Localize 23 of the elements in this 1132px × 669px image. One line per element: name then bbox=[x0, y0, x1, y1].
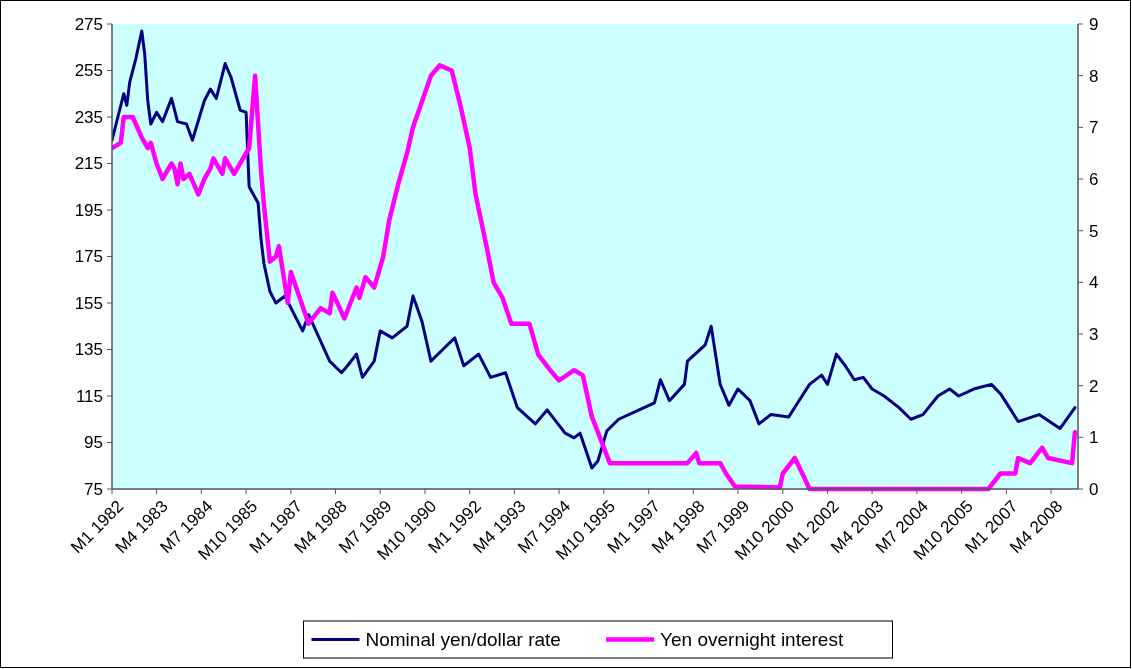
y-tick-label: 235 bbox=[74, 107, 103, 127]
y2-tick-label: 1 bbox=[1089, 428, 1099, 448]
y2-tick-label: 6 bbox=[1089, 169, 1099, 189]
y2-tick-label: 0 bbox=[1089, 479, 1099, 499]
y-tick-label: 255 bbox=[74, 61, 103, 81]
y-tick-label: 95 bbox=[84, 433, 103, 453]
y2-tick-label: 7 bbox=[1089, 118, 1099, 138]
y2-tick-label: 9 bbox=[1089, 14, 1099, 34]
y-tick-label: 135 bbox=[74, 340, 103, 360]
legend-label: Yen overnight interest bbox=[660, 629, 844, 651]
y2-tick-label: 2 bbox=[1089, 376, 1099, 396]
legend-label: Nominal yen/dollar rate bbox=[365, 629, 561, 651]
y-tick-label: 215 bbox=[74, 154, 103, 174]
y2-tick-label: 3 bbox=[1089, 324, 1099, 344]
y-tick-label: 75 bbox=[84, 479, 103, 499]
y2-tick-label: 5 bbox=[1089, 221, 1099, 241]
y-tick-label: 115 bbox=[75, 386, 103, 406]
y-tick-label: 275 bbox=[74, 14, 103, 34]
y-tick-label: 175 bbox=[74, 247, 103, 267]
y2-tick-label: 8 bbox=[1089, 66, 1099, 86]
y2-tick-label: 4 bbox=[1089, 273, 1099, 293]
y-tick-label: 155 bbox=[74, 293, 103, 313]
y-tick-label: 195 bbox=[74, 200, 103, 220]
